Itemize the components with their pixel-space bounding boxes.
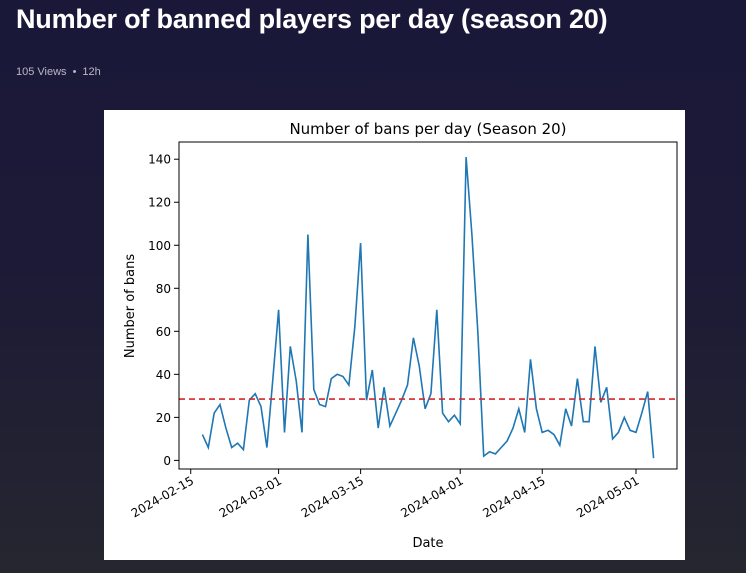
x-axis: 2024-02-15 2024-03-01 2024-03-15 2024-04-01…: [129, 469, 641, 520]
y-axis-label: Number of bans: [123, 254, 138, 358]
plot-frame: [178, 141, 678, 470]
meta-separator: •: [72, 66, 77, 78]
chart-image[interactable]: Number of bans per day (Season 20) 0 20 40…: [104, 110, 685, 560]
y-tick-label: 80: [156, 282, 171, 296]
x-tick-label: 2024-05-01: [574, 473, 641, 520]
x-tick-label: 2024-03-15: [299, 473, 366, 520]
x-tick-label: 2024-03-01: [217, 473, 284, 520]
y-tick-label: 40: [156, 368, 171, 382]
view-count: 105 Views: [16, 66, 67, 78]
x-axis-label: Date: [412, 536, 443, 551]
post-age: 12h: [82, 66, 101, 78]
y-tick-label: 140: [148, 153, 171, 167]
y-tick-label: 20: [156, 411, 171, 425]
y-axis: 0 20 40 60 80 100 120 140: [148, 153, 179, 468]
series-line: [201, 157, 655, 459]
chart-title: Number of bans per day (Season 20): [289, 120, 566, 138]
y-tick-label: 100: [148, 239, 171, 253]
x-tick-label: 2024-04-01: [398, 473, 465, 520]
x-tick-label: 2024-04-15: [480, 473, 547, 520]
line-chart: Number of bans per day (Season 20) 0 20 40…: [123, 120, 678, 551]
post-meta: 105 Views • 12h: [16, 66, 101, 78]
y-tick-label: 60: [156, 325, 171, 339]
post-title: Number of banned players per day (season…: [16, 4, 608, 34]
y-tick-label: 0: [163, 454, 171, 468]
x-tick-label: 2024-02-15: [129, 473, 196, 520]
y-tick-label: 120: [148, 196, 171, 210]
